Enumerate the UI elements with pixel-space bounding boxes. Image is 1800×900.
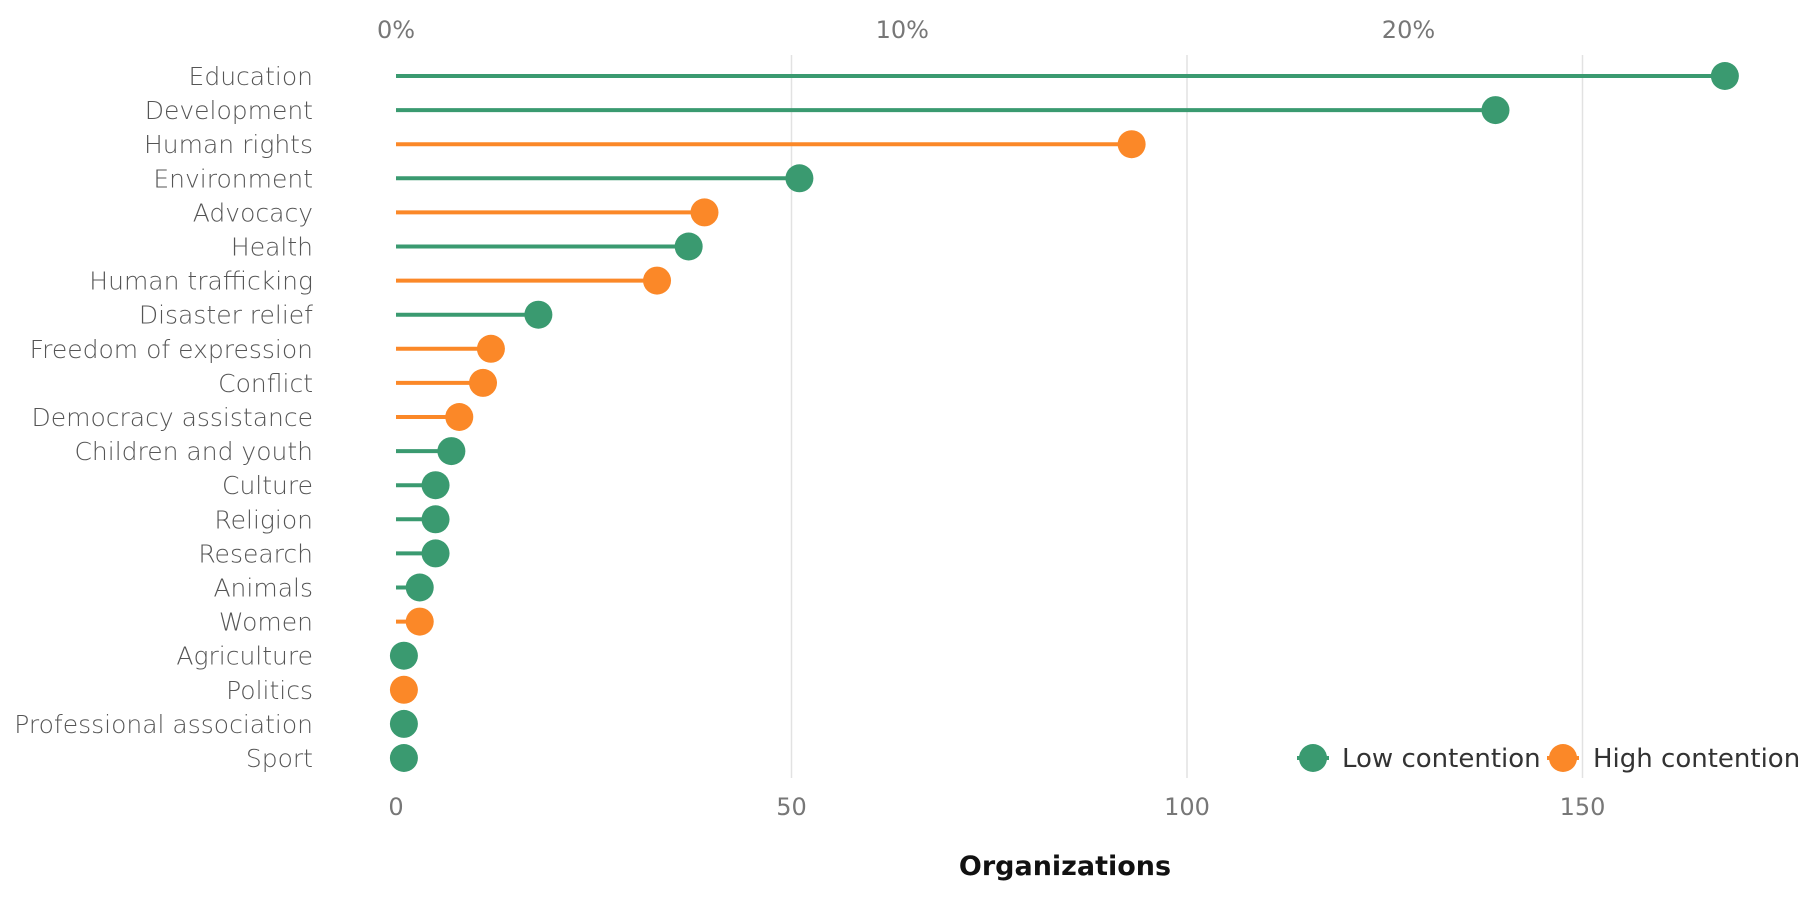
lollipop-dot (421, 505, 450, 534)
lollipop-dot (389, 744, 418, 772)
lollipop-dot (1481, 96, 1510, 125)
lollipop-stems (396, 74, 1725, 760)
category-label: Disaster relief (139, 301, 313, 330)
lollipop-dot (437, 437, 466, 466)
category-label: Religion (214, 505, 313, 534)
lollipop-dot (643, 266, 672, 295)
legend-swatch-dot (1299, 744, 1327, 772)
lollipop-dot (524, 300, 553, 329)
category-label: Health (231, 233, 313, 262)
lollipop-dot (469, 368, 498, 397)
category-label: Advocacy (193, 198, 313, 227)
bottom-x-axis: 0 50 100 150 (388, 793, 1605, 821)
lollipop-dot (421, 471, 450, 500)
top-axis-tick-label: 0% (377, 16, 415, 44)
category-label: Culture (222, 471, 313, 500)
legend-label: High contention (1593, 744, 1800, 774)
lollipop-dot (445, 403, 474, 431)
grid-lines (790, 55, 1584, 778)
lollipop-dot (1710, 62, 1739, 90)
legend: Low contention High contention (1297, 744, 1800, 774)
category-label: Research (198, 539, 313, 568)
lollipop-dot (389, 675, 418, 704)
category-label: Education (189, 62, 313, 91)
category-label: Human rights (144, 130, 313, 159)
category-label: Sport (246, 744, 313, 773)
category-label: Development (145, 96, 313, 125)
category-label: Children and youth (74, 437, 313, 466)
lollipop-dot (785, 164, 814, 193)
x-tick-label: 0 (388, 793, 403, 821)
lollipop-dot (421, 539, 450, 568)
category-label: Politics (226, 676, 313, 705)
lollipop-dot (690, 198, 719, 227)
category-label: Environment (153, 164, 313, 193)
top-axis-tick-label: 10% (876, 16, 929, 44)
x-tick-label: 150 (1560, 793, 1606, 821)
lollipop-dot (405, 573, 434, 602)
x-tick-label: 50 (776, 793, 807, 821)
lollipop-dot (405, 607, 434, 636)
category-label: Conflict (218, 369, 313, 398)
category-label: Animals (213, 574, 313, 603)
top-percent-axis: 0% 10% 20% (377, 16, 1435, 44)
x-axis-title: Organizations (959, 851, 1171, 882)
category-labels: Education Development Human rights Environm… (14, 62, 313, 773)
lollipop-dot (476, 334, 505, 363)
top-axis-tick-label: 20% (1382, 16, 1435, 44)
category-label: Agriculture (176, 642, 313, 671)
lollipop-dots (389, 62, 1739, 772)
category-label: Freedom of expression (30, 335, 313, 364)
legend-swatch-dot (1549, 744, 1577, 772)
lollipop-dot (674, 232, 703, 261)
x-tick-label: 100 (1164, 793, 1210, 821)
legend-label: Low contention (1342, 744, 1541, 774)
lollipop-dot (389, 641, 418, 670)
lollipop-dot (1117, 130, 1146, 159)
category-label: Democracy assistance (31, 403, 313, 432)
category-label: Professional association (14, 710, 313, 739)
lollipop-dot (389, 709, 418, 738)
category-label: Women (219, 608, 313, 637)
category-label: Human trafficking (89, 267, 313, 296)
